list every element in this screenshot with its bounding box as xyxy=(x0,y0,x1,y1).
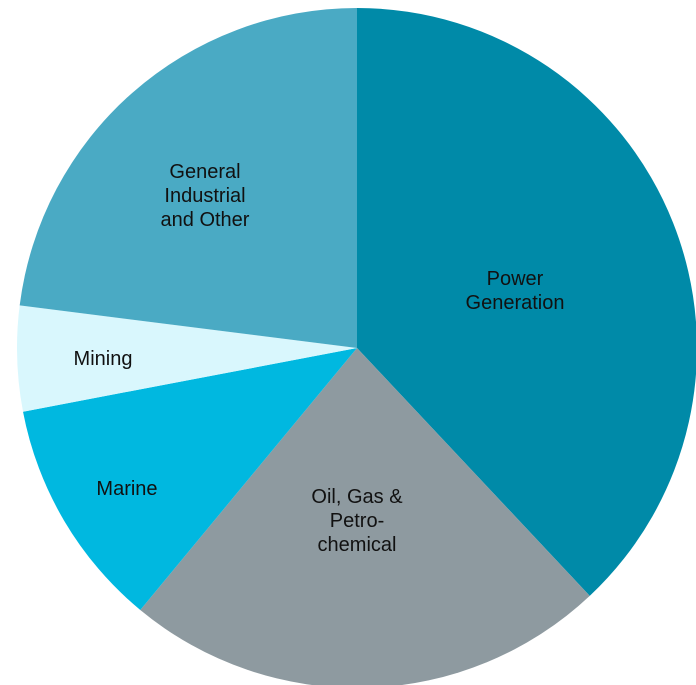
label-line: Generation xyxy=(466,292,565,314)
slice-label: General Industrial and Other xyxy=(161,161,250,231)
pie-slice xyxy=(357,8,696,596)
label-line: General xyxy=(169,161,240,183)
slice-label: Power Generation xyxy=(466,268,565,314)
pie-slice xyxy=(140,348,590,685)
label-line: Mining xyxy=(74,348,133,370)
label-line: Oil, Gas & xyxy=(311,486,403,508)
label-line: Industrial xyxy=(164,185,245,207)
pie-slice xyxy=(23,348,357,610)
pie-slice xyxy=(16,305,357,412)
pie-slice xyxy=(19,8,358,348)
label-line: and Other xyxy=(161,209,250,231)
slice-label: Marine xyxy=(96,478,157,500)
label-line: Petro- xyxy=(330,510,384,532)
label-line: Power xyxy=(487,268,544,290)
slice-label: Oil, Gas & Petro-chemical xyxy=(311,486,403,556)
slice-label: Mining xyxy=(74,348,133,370)
label-line: Marine xyxy=(96,478,157,500)
label-line: chemical xyxy=(318,534,397,556)
